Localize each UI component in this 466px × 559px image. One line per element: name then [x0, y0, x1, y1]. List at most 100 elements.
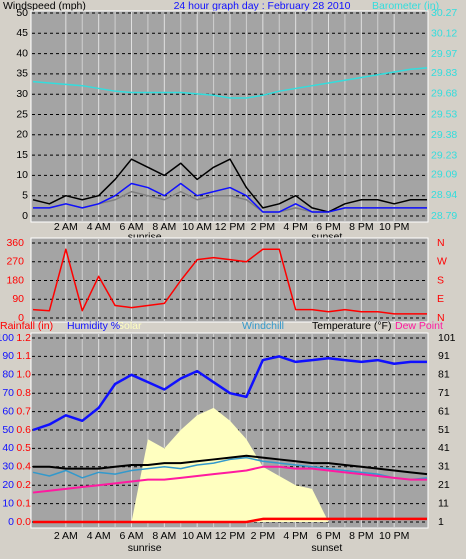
y-tick-label: 360 [6, 237, 24, 249]
y-tick-label: 45 [16, 27, 28, 39]
x-tick-label: 2 PM [251, 530, 276, 542]
x-tick-label: 10 PM [379, 221, 409, 233]
y2-tick-label: 91 [438, 350, 450, 362]
x-tick-label: 10 AM [182, 221, 212, 233]
x-tick-label: 10 PM [379, 530, 409, 542]
y2-tick-label: 28.94 [431, 189, 457, 201]
y-tick-label: 15 [16, 149, 28, 161]
y3-tick-label: 0.6 [16, 424, 31, 436]
legend-entry: Dew Point [395, 320, 443, 332]
y2-tick-label: 41 [438, 442, 450, 454]
y-tick-label: 0 [8, 516, 14, 528]
y3-tick-label: 0.2 [16, 479, 31, 491]
y3-tick-label: 1.0 [16, 369, 31, 381]
x-tick-label: 2 AM [54, 221, 78, 233]
y-tick-label: 180 [6, 274, 24, 286]
y2-tick-label: 29.53 [431, 108, 457, 120]
y2-tick-label: 61 [438, 405, 450, 417]
y3-tick-label: 1.2 [16, 332, 31, 344]
y2-tick-label: 11 [438, 497, 449, 509]
legend-entry: Humidity % [67, 320, 120, 332]
y2-tick-label: W [437, 256, 447, 268]
y2-tick-label: 30.12 [431, 27, 457, 39]
y-tick-label: 100 [0, 332, 14, 344]
chart-title: 24 hour graph day : February 28 2010 [174, 0, 351, 12]
y-tick-label: 70 [2, 387, 14, 399]
x-tick-label: 8 PM [349, 221, 374, 233]
legend-entry: Windchill [242, 320, 284, 332]
y-tick-label: 30 [2, 461, 14, 473]
y-tick-label: 90 [2, 350, 14, 362]
y2-tick-label: 31 [438, 461, 450, 473]
y-tick-label: 40 [2, 442, 14, 454]
y2-tick-label: S [437, 274, 444, 286]
y-tick-label: 0 [22, 210, 28, 222]
y-tick-label: 25 [16, 108, 28, 120]
y2-tick-label: 29.38 [431, 129, 457, 141]
x-tick-label: 6 AM [120, 221, 144, 233]
y-tick-label: 50 [16, 7, 28, 19]
x-tick-label: 4 PM [283, 530, 308, 542]
legend-entry: Rainfall (in) [0, 320, 53, 332]
y3-tick-label: 0.8 [16, 387, 31, 399]
y2-tick-label: 29.09 [431, 169, 457, 181]
y-tick-label: 20 [16, 129, 28, 141]
series-line [33, 182, 427, 213]
x-tick-label: 6 PM [316, 221, 341, 233]
y2-tick-label: 21 [438, 479, 450, 491]
series-line [32, 465, 427, 494]
y3-tick-label: 0.7 [16, 405, 31, 417]
series-line [32, 67, 428, 99]
y-tick-label: 20 [2, 479, 14, 491]
x-tick-label: 6 AM [120, 530, 144, 542]
y3-tick-label: 0.1 [16, 497, 31, 509]
y-tick-label: 60 [2, 405, 14, 417]
x-tick-label: 4 AM [87, 530, 111, 542]
y-tick-label: 50 [2, 424, 14, 436]
legend-entry: Temperature (°F) [312, 320, 391, 332]
series-line [32, 248, 427, 315]
x-tick-label: 10 AM [182, 530, 212, 542]
y-tick-label: 5 [22, 189, 28, 201]
x-tick-label: 12 PM [215, 530, 245, 542]
y2-tick-label: 101 [438, 332, 456, 344]
y2-tick-label: 28.79 [431, 210, 457, 222]
y-tick-label: 10 [16, 169, 28, 181]
y-tick-label: 35 [16, 68, 28, 80]
barometer-label: Barometer (in) [372, 0, 439, 12]
y-tick-label: 80 [2, 369, 14, 381]
y-tick-label: 270 [6, 256, 24, 268]
x-tick-label: 12 PM [215, 221, 245, 233]
y-tick-label: 30 [16, 88, 28, 100]
y3-tick-label: 0.4 [16, 461, 31, 473]
x-tick-label: 2 PM [251, 221, 276, 233]
y2-tick-label: 30.27 [431, 7, 457, 19]
x-tick-label: 4 AM [87, 221, 111, 233]
x-tick-label: 2 AM [54, 530, 78, 542]
y2-tick-label: 29.83 [431, 67, 457, 79]
y3-tick-label: 0.0 [16, 516, 31, 528]
series-area [33, 407, 427, 522]
y3-tick-label: 1.1 [16, 350, 31, 362]
y3-tick-label: 0.5 [16, 442, 31, 454]
series-line [32, 456, 428, 481]
y2-tick-label: 1 [438, 516, 444, 528]
y2-tick-label: 29.23 [431, 149, 457, 161]
y2-tick-label: E [437, 293, 444, 305]
y2-tick-label: N [437, 312, 445, 324]
x-tick-label: 6 PM [316, 530, 341, 542]
y2-tick-label: 29.97 [431, 48, 457, 60]
windspeed-label: Windspeed (mph) [3, 0, 86, 12]
y-tick-label: 90 [12, 293, 24, 305]
x-tick-label: 8 PM [349, 530, 374, 542]
x-tick-label: 4 PM [283, 221, 308, 233]
series-line [32, 355, 427, 432]
y2-tick-label: 81 [438, 369, 450, 381]
y2-tick-label: 29.68 [431, 88, 457, 100]
y2-tick-label: 51 [438, 424, 450, 436]
series-line [33, 517, 427, 524]
y-tick-label: 40 [16, 47, 28, 59]
series-line [33, 454, 428, 476]
